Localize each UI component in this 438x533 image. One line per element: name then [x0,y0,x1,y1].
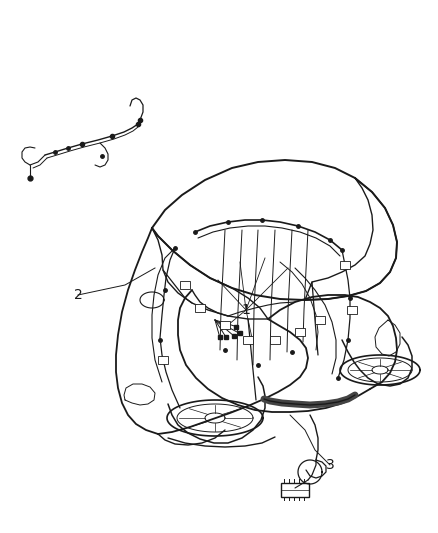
Text: 1: 1 [242,303,251,317]
Bar [180,281,190,289]
Bar [270,336,280,344]
Bar [295,328,305,336]
Bar [158,356,168,364]
Bar [220,321,230,329]
Bar [315,316,325,324]
Bar [281,483,309,497]
Bar [340,261,350,269]
Bar [243,336,253,344]
Text: 3: 3 [325,458,334,472]
Text: 2: 2 [74,288,82,302]
Bar [195,304,205,312]
Bar [347,306,357,314]
